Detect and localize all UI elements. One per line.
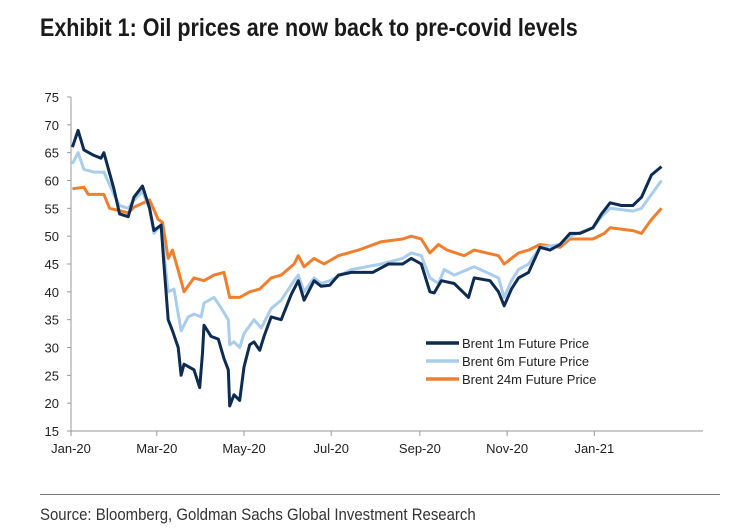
series-line-3 xyxy=(72,185,663,299)
x-tick-label: May-20 xyxy=(222,441,265,456)
y-tick-label: 55 xyxy=(45,201,59,216)
y-tick-label: 60 xyxy=(45,174,59,189)
y-tick-label: 65 xyxy=(45,146,59,161)
legend-label: Brent 1m Future Price xyxy=(462,336,589,351)
x-tick-label: Jan-21 xyxy=(574,441,614,456)
y-tick-label: 15 xyxy=(45,424,59,439)
y-tick-label: 75 xyxy=(45,90,59,105)
page-title: Exhibit 1: Oil prices are now back to pr… xyxy=(40,14,578,42)
axes: 15 20 25 30 35 40 45 50 55 60 65 70 75 Jan-20 Mar-20 Ma… xyxy=(45,90,703,456)
x-tick-label: Mar-20 xyxy=(136,441,177,456)
series-line-1 xyxy=(70,128,663,408)
y-tick-label: 45 xyxy=(45,257,59,272)
legend-label: Brent 6m Future Price xyxy=(462,354,589,369)
x-tick-label: Jul-20 xyxy=(314,441,349,456)
x-tick-label: Sep-20 xyxy=(399,441,441,456)
source-note: Source: Bloomberg, Goldman Sachs Global … xyxy=(40,505,476,524)
y-tick-label: 40 xyxy=(45,285,59,300)
y-tick-label: 25 xyxy=(45,368,59,383)
series-lines xyxy=(70,128,663,408)
y-tick-label: 20 xyxy=(45,396,59,411)
legend: Brent 1m Future Price Brent 6m Future Pri… xyxy=(426,336,596,387)
x-tick-label: Jan-20 xyxy=(51,441,91,456)
y-tick-label: 70 xyxy=(45,118,59,133)
legend-label: Brent 24m Future Price xyxy=(462,372,596,387)
x-tick-label: Nov-20 xyxy=(486,441,528,456)
series-line-2 xyxy=(71,151,663,349)
divider xyxy=(40,494,720,495)
y-tick-label: 50 xyxy=(45,229,59,244)
y-tick-label: 30 xyxy=(45,341,59,356)
y-tick-label: 35 xyxy=(45,313,59,328)
